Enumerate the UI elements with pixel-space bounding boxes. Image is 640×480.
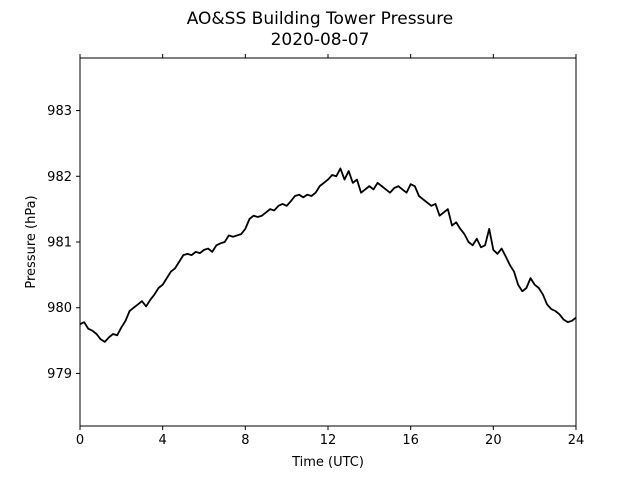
pressure-series-line — [79, 167, 577, 343]
y-tick-label: 982 — [47, 170, 72, 185]
x-tick-label: 16 — [402, 433, 419, 448]
y-axis: 979 980 981 982 983 — [47, 104, 80, 382]
x-tick-label: 0 — [76, 433, 84, 448]
y-tick-label: 979 — [47, 367, 72, 382]
y-tick-label: 981 — [47, 236, 72, 251]
y-axis-label: Pressure (hPa) — [24, 195, 39, 288]
x-tick-label: 12 — [320, 433, 337, 448]
x-tick-label: 4 — [159, 433, 167, 448]
x-tick-label: 20 — [485, 433, 502, 448]
y-tick-label: 980 — [47, 301, 72, 316]
plot-area — [79, 167, 577, 343]
x-tick-label: 24 — [568, 433, 585, 448]
chart-subtitle: 2020-08-07 — [271, 30, 370, 50]
chart-title: AO&SS Building Tower Pressure — [187, 9, 454, 29]
x-tick-label: 8 — [241, 433, 249, 448]
y-tick-label: 983 — [47, 104, 72, 119]
x-axis-label: Time (UTC) — [291, 455, 364, 470]
plot-frame — [79, 57, 577, 427]
x-axis: 0 4 8 12 16 20 24 — [76, 54, 584, 448]
